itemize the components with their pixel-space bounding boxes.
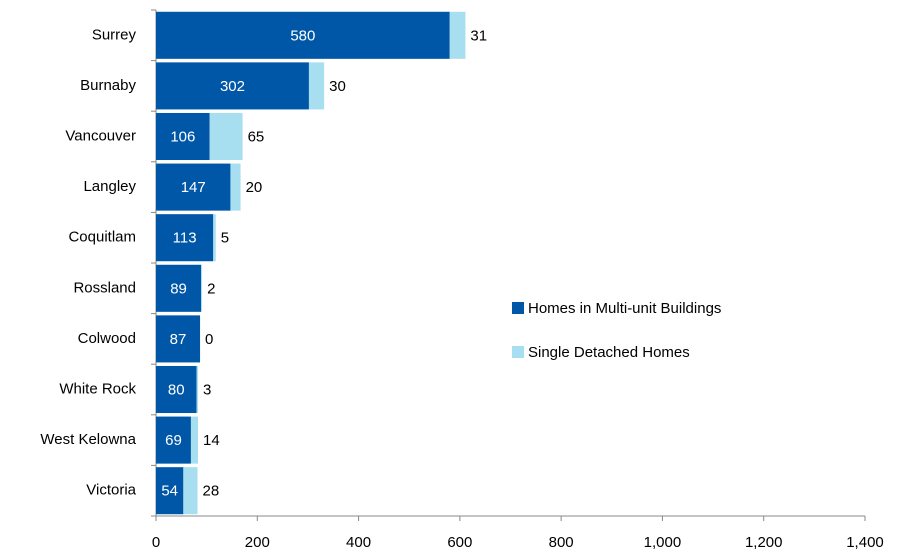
data-label: 580 xyxy=(290,27,315,44)
y-tick-label: Burnaby xyxy=(80,77,136,94)
data-label: 89 xyxy=(170,280,187,297)
data-label: 5 xyxy=(221,230,229,247)
data-label: 65 xyxy=(248,128,265,145)
legend-label: Homes in Multi-unit Buildings xyxy=(528,300,721,317)
y-tick-label: West Kelowna xyxy=(40,431,136,448)
data-label: 147 xyxy=(181,179,206,196)
data-label: 80 xyxy=(168,381,185,398)
data-label: 87 xyxy=(170,331,187,348)
bar-segment xyxy=(156,112,210,161)
data-label: 30 xyxy=(329,78,346,95)
bar-segment xyxy=(209,112,243,161)
data-label: 31 xyxy=(470,27,487,44)
data-label: 302 xyxy=(220,78,245,95)
x-tick-label: 1,000 xyxy=(644,534,682,551)
data-label: 14 xyxy=(203,432,220,449)
x-tick-label: 1,200 xyxy=(745,534,783,551)
bar-segment xyxy=(156,62,309,110)
bar-segment xyxy=(156,11,450,59)
bar-segment xyxy=(308,62,325,110)
data-label: 28 xyxy=(203,483,220,500)
legend-swatch xyxy=(512,346,524,358)
y-tick-label: Surrey xyxy=(92,26,137,43)
legend-label: Single Detached Homes xyxy=(528,344,690,361)
x-tick-label: 200 xyxy=(245,534,270,551)
x-tick-label: 600 xyxy=(447,534,472,551)
bar-segment xyxy=(449,11,466,59)
data-label: 3 xyxy=(203,381,211,398)
bar-segment xyxy=(230,163,241,211)
bar-segment xyxy=(201,264,203,312)
data-label: 20 xyxy=(246,179,263,196)
x-tick-label: 1,400 xyxy=(846,534,884,551)
y-tick-label: Victoria xyxy=(86,482,136,499)
x-tick-label: 400 xyxy=(346,534,371,551)
data-label: 113 xyxy=(173,230,197,247)
y-tick-label: Vancouver xyxy=(65,127,136,144)
x-tick-label: 800 xyxy=(549,534,574,551)
y-tick-label: Colwood xyxy=(78,330,136,347)
data-label: 106 xyxy=(170,128,195,145)
y-tick-label: White Rock xyxy=(59,380,136,397)
bar-segment xyxy=(183,467,198,515)
bar-segment xyxy=(156,264,202,312)
bar-segment xyxy=(156,416,191,464)
bar-segment xyxy=(156,467,184,515)
bar-segment xyxy=(213,214,216,262)
data-label: 54 xyxy=(161,483,178,500)
bar-segment xyxy=(190,416,199,464)
bar-segment xyxy=(156,214,214,262)
data-label: 0 xyxy=(205,331,213,348)
data-label: 69 xyxy=(165,432,182,449)
y-tick-label: Coquitlam xyxy=(68,229,136,246)
data-label: 2 xyxy=(207,280,215,297)
y-tick-label: Rossland xyxy=(73,279,136,296)
bar-segment xyxy=(196,365,199,414)
y-tick-label: Langley xyxy=(83,178,136,195)
x-tick-label: 0 xyxy=(152,534,160,551)
bar-segment xyxy=(156,365,197,414)
legend-swatch xyxy=(512,302,524,314)
bar-segment xyxy=(156,163,231,211)
bar-segment xyxy=(156,315,201,363)
